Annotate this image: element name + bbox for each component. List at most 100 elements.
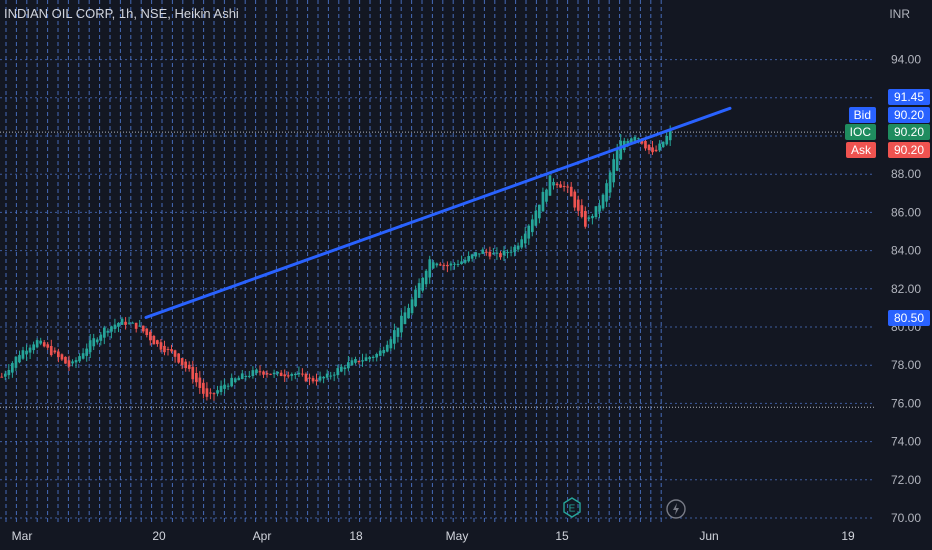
candle-body [474,252,478,257]
candle-body [417,283,421,298]
candle-body [548,175,552,196]
candle-body [244,376,248,377]
candle-body [180,358,184,366]
candle-body [488,251,492,257]
candle-body [541,191,545,212]
candle-body [279,372,283,376]
candle-body [265,373,269,375]
candle-body [106,330,110,333]
y-tick-label: 70.00 [891,511,921,525]
candle-body [205,388,209,397]
candle-body [39,340,42,344]
time-axis[interactable]: Mar 20 Apr 18 May 15 Jun 19 [0,525,932,550]
last-price: 90.20 [887,124,930,140]
x-tick-label: 20 [152,529,166,543]
candle-body [516,245,520,250]
candle-body [318,376,322,381]
candle-body [71,361,74,364]
e-icon[interactable]: E [561,496,583,518]
candle-body [509,251,513,253]
candle-body [209,392,212,394]
candle-body [354,359,357,363]
candle-body [651,147,654,153]
candle-body [414,289,417,307]
candle-body [14,356,18,368]
trendline[interactable] [144,106,732,319]
candle-body [485,251,488,253]
candle-body [226,385,230,387]
candle-body [598,205,601,212]
candle-body [322,376,325,379]
candle-body [255,369,258,374]
lightning-icon[interactable] [665,498,687,520]
candle-body [612,159,615,183]
candle-body [117,322,120,327]
candle-body [53,350,57,353]
x-tick-label: Mar [12,529,33,543]
candle-body [619,140,623,160]
bid-label: Bid [848,107,876,123]
candle-body [64,356,67,364]
candle-body [113,324,117,329]
candle-body [481,249,485,254]
candle-body [513,246,516,253]
candle-body [11,363,14,373]
candle-body [531,219,534,233]
candle-body [110,326,113,332]
price-axis[interactable]: 94.0092.0088.0086.0084.0082.0080.0078.00… [874,0,932,550]
candle-body [177,353,180,363]
candle-body [290,374,294,376]
candle-body [269,373,272,375]
candle-body [470,254,474,259]
candle-body [85,348,88,356]
candle-body [223,384,226,389]
y-tick-label: 94.00 [891,53,921,67]
candle-body [184,361,187,369]
candle-body [78,356,81,362]
symbol-title[interactable]: INDIAN OIL CORP, 1h, NSE, Heikin Ashi [4,6,239,21]
candle-body [453,263,456,265]
x-tick-label: 18 [349,529,363,543]
candle-body [446,264,449,267]
candle-body [347,362,350,369]
candle-body [297,372,301,375]
candle-body [608,172,612,193]
candle-body [385,344,389,352]
candle-body [251,370,255,376]
candle-body [99,334,103,341]
currency-label: INR [889,7,910,21]
x-tick-label: 19 [841,529,855,543]
candle-body [233,378,237,383]
candle-body [668,130,672,141]
candle-body [435,263,439,266]
candle-body [166,349,170,350]
candle-body [332,374,336,376]
candle-body [545,189,548,202]
candle-body [325,373,329,378]
candle-body [371,356,375,358]
candle-body [46,344,50,348]
candle-body [286,375,290,377]
candle-body [18,355,21,363]
candle-body [248,375,251,377]
candle-body [584,211,587,227]
candle-body [170,349,173,352]
candle-body [633,136,637,141]
candle-body [382,350,386,354]
y-tick-label: 72.00 [891,473,921,487]
candle-body [191,366,195,380]
candle-body [141,325,145,332]
y-tick-label: 86.00 [891,205,921,219]
candle-body [562,186,566,187]
candle-body [103,327,106,338]
ask-label: Ask [845,142,876,158]
candle-body [258,371,262,373]
y-tick-label: 76.00 [891,396,921,410]
candle-body [566,186,569,188]
candle-body [378,350,382,356]
candle-body [502,250,506,256]
candle-body [523,233,527,244]
candle-body [601,194,605,209]
x-tick-label: Jun [699,529,718,543]
